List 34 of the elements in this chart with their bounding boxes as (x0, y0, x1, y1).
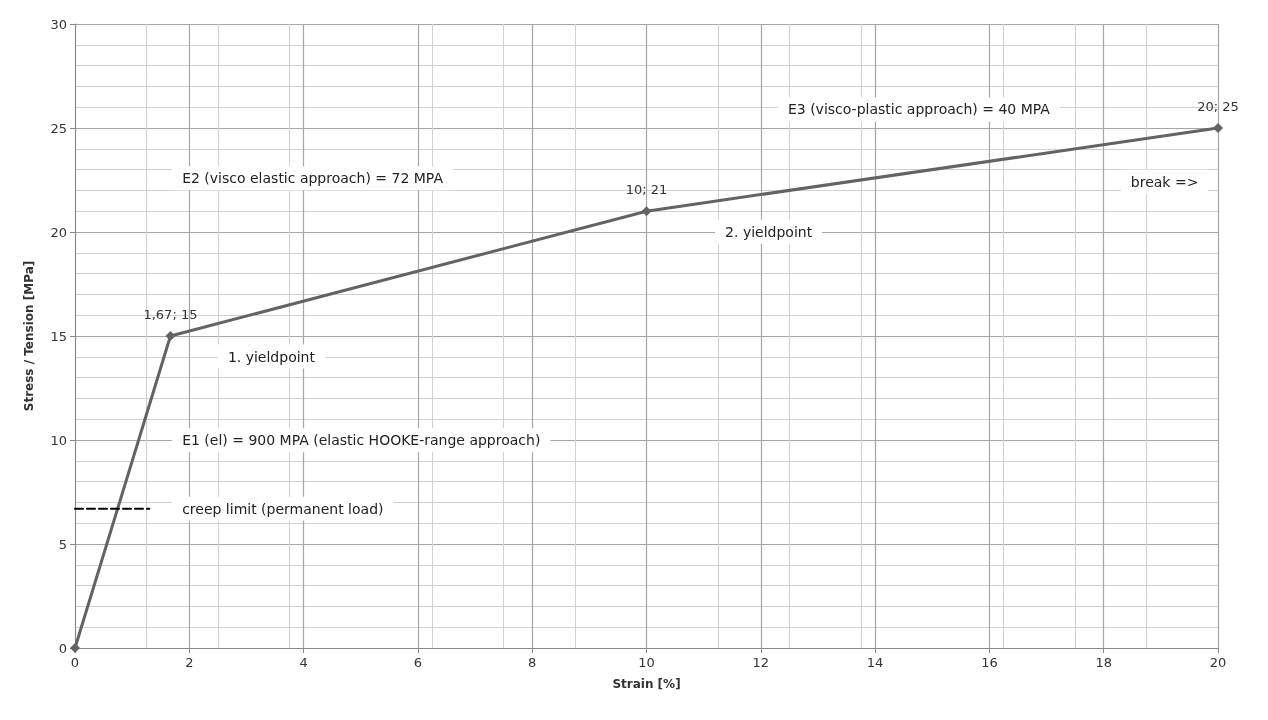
annotation: E3 (visco-plastic approach) = 40 MPA (787, 101, 1051, 118)
y-tick-label: 0 (58, 640, 67, 656)
point (1213, 123, 1223, 133)
x-tick-label: 8 (528, 655, 537, 670)
x-tick-label: 12 (752, 655, 770, 670)
y-tick-label: 30 (50, 16, 67, 32)
x-tick-label: 20 (1209, 655, 1227, 670)
y-axis-title: Stress / Tension [MPa] (22, 260, 36, 412)
y-tick-label: 15 (50, 328, 67, 344)
annotation: 2. yieldpoint (725, 223, 813, 240)
point (70, 643, 80, 653)
annotation: E2 (visco elastic approach) = 72 MPA (182, 170, 444, 187)
x-tick-label: 4 (299, 655, 308, 670)
annotation: creep limit (permanent load) (182, 500, 384, 517)
y-tick-label: 25 (50, 120, 67, 136)
data-label: 1,67; 15 (143, 307, 198, 322)
x-tick-label: 10 (638, 655, 655, 670)
annotation: 1. yieldpoint (227, 348, 316, 365)
x-tick-label: 0 (70, 655, 80, 670)
x-tick-label: 14 (866, 655, 884, 670)
x-tick-label: 6 (413, 655, 423, 670)
annotation: break => (1130, 173, 1199, 190)
y-tick-label: 20 (50, 224, 67, 240)
x-tick-label: 2 (185, 655, 194, 670)
data-label: 10; 21 (625, 182, 668, 198)
x-axis-title: Strain [%] (612, 677, 681, 691)
data-label: 20; 25 (1197, 99, 1239, 114)
y-tick-label: 5 (58, 536, 67, 552)
x-tick-label: 18 (1095, 655, 1112, 670)
point (641, 206, 652, 217)
annotation: E1 (el) = 900 MPA (elastic HOOKE-range approach) (182, 432, 541, 449)
x-tick-label: 16 (981, 655, 998, 670)
y-tick-label: 10 (50, 432, 67, 448)
point (165, 331, 176, 341)
